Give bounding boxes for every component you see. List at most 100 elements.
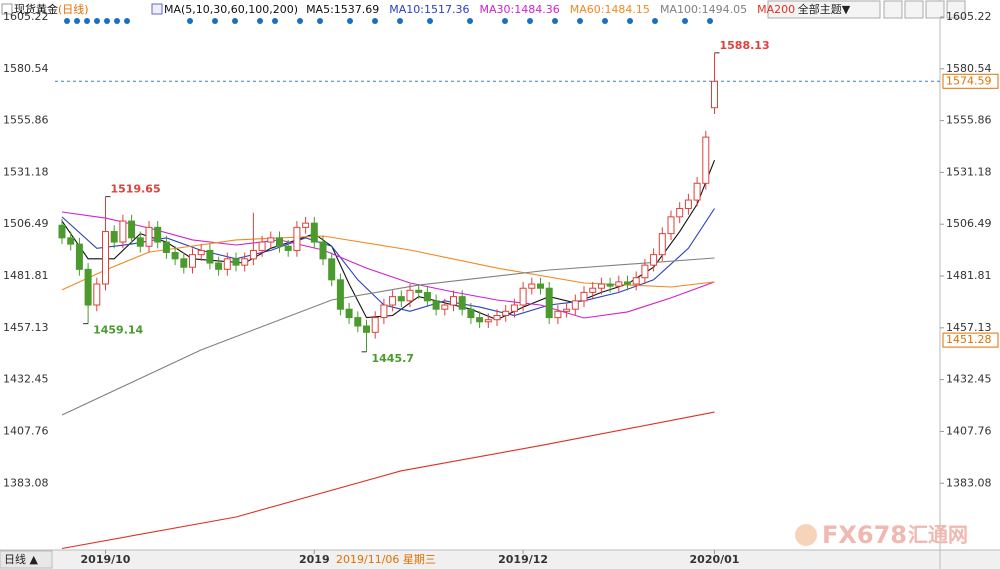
y-tick-label: 1481.81 [3,269,49,282]
candle-body [589,287,597,293]
candle-body [189,254,196,268]
event-dot[interactable] [297,18,303,24]
legend-entry: MA200 [757,3,795,16]
candle-body [336,279,344,310]
candle-body [380,304,388,319]
candle-body [276,237,283,247]
candle-body [84,268,92,306]
ma-line [61,257,715,416]
candle-body [519,287,527,306]
event-dot[interactable] [397,18,403,24]
bottom-bar [0,550,1000,569]
price-tag-box [942,332,999,348]
low-label: 1459.14 [93,324,143,337]
y-tick-label: 1432.45 [946,373,992,386]
candle-body [119,220,127,243]
period-button[interactable] [0,550,53,569]
candle-body [545,287,553,319]
event-dot[interactable] [627,18,633,24]
candle-body [510,304,518,312]
candle-body [571,300,579,310]
candle-body [145,226,153,247]
x-tick-label: 2019/10 [81,553,131,566]
candle-body [319,241,327,260]
event-dot[interactable] [187,18,193,24]
high-label: 1519.65 [111,183,161,196]
price-tag: 1451.28 [946,333,992,346]
candle-body [493,315,501,321]
candle-body [128,220,136,239]
event-dot[interactable] [74,18,80,24]
legend-entry: MA30:1484.36 [480,3,560,16]
ma-line [61,411,715,550]
high-label: 1588.13 [720,39,770,52]
event-dot[interactable] [84,18,90,24]
tool-button[interactable] [883,0,903,19]
y-tick-label: 1555.86 [946,114,992,127]
candle-body [363,325,370,333]
candle-body [615,281,623,287]
y-tick-label: 1383.08 [946,476,992,489]
candle-body [67,237,75,245]
event-dot[interactable] [427,18,433,24]
event-dot[interactable] [257,18,263,24]
event-dot[interactable] [372,18,378,24]
event-dot[interactable] [502,18,508,24]
event-dot[interactable] [64,18,70,24]
event-dot[interactable] [682,18,688,24]
tool-button[interactable] [925,0,945,19]
tool-button[interactable] [946,0,966,19]
y-tick-label: 1407.76 [3,424,49,437]
event-dot[interactable] [232,18,238,24]
event-dot[interactable] [212,18,218,24]
event-dot[interactable] [94,18,100,24]
event-dot[interactable] [104,18,110,24]
candle-body [693,182,701,201]
candle-body [667,216,675,235]
event-dot[interactable] [602,18,608,24]
candle-body [241,258,249,266]
watermark-cn: 汇通网 [908,523,968,547]
event-dot[interactable] [114,18,120,24]
event-dot[interactable] [577,18,583,24]
event-dot[interactable] [707,18,713,24]
event-dot[interactable] [527,18,533,24]
candle-body [232,258,240,266]
event-dot[interactable] [347,18,353,24]
candle-body [58,224,66,239]
candle-body [632,277,640,285]
candle-body [711,80,718,109]
candle-body [310,222,318,243]
candle-body [154,226,162,243]
y-tick-label: 1407.76 [946,424,992,437]
candle-body [223,258,231,270]
candle-body [136,237,144,247]
candle-body [441,304,449,310]
event-dot[interactable] [652,18,658,24]
event-dot[interactable] [552,18,558,24]
watermark-logo [795,524,817,546]
candle-body [302,222,310,228]
event-dot[interactable] [124,18,130,24]
candle-body [650,254,658,266]
candle-body [528,283,536,289]
indicator-icon[interactable] [151,3,163,15]
candle-body [93,283,101,306]
event-dot[interactable] [272,18,278,24]
y-tick-label: 1383.08 [3,476,49,489]
candle-body [180,258,188,268]
price-tag: 1574.59 [946,74,992,87]
price-tag-box [942,73,999,89]
candle-body [345,308,353,319]
theme-button[interactable] [767,0,881,19]
y-tick-label: 1580.54 [946,62,992,75]
theme-button-label[interactable]: 全部主题▼ [798,2,851,16]
tool-button[interactable] [904,0,924,19]
event-dot[interactable] [467,18,473,24]
candle-body [389,296,397,306]
event-dot[interactable] [317,18,323,24]
legend-entry: MA100:1494.05 [660,3,747,16]
period-button-label[interactable]: 日线 ▲ [4,552,38,566]
ma-line [61,208,715,317]
